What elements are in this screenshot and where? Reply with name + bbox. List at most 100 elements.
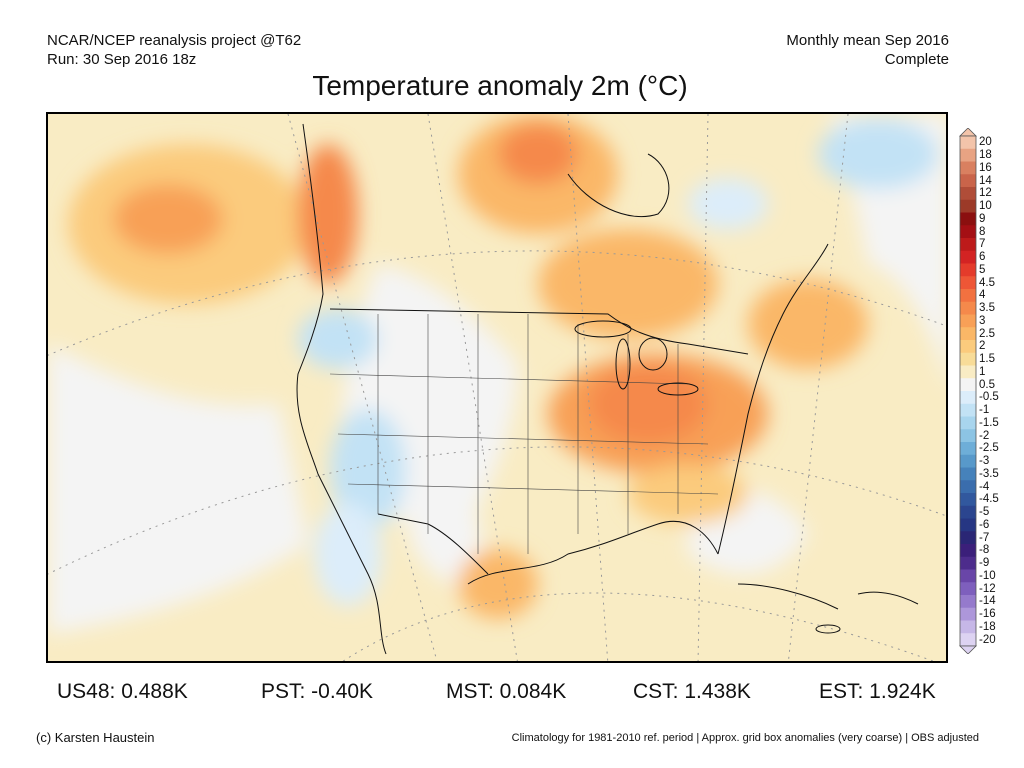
colorbar-label: -2 bbox=[979, 429, 990, 442]
anomaly-warm-canada-core bbox=[498, 124, 578, 184]
colorbar-swatch bbox=[960, 352, 976, 366]
colorbar-arrow-bottom bbox=[959, 645, 977, 654]
colorbar-label: -1.5 bbox=[979, 416, 999, 429]
great-lakes bbox=[574, 320, 699, 396]
colorbar-swatch bbox=[960, 480, 976, 494]
colorbar-swatch bbox=[960, 225, 976, 239]
colorbar: 20 18 16 14 12 10 9 8 7 6 5 4.5 4 3.5 3 2.5 2 1.5 1 0.5 -0.5… bbox=[957, 128, 1021, 654]
anomaly-cool-southwest bbox=[330, 409, 406, 529]
colorbar-label: -3 bbox=[979, 455, 990, 468]
graticule-line bbox=[697, 114, 709, 661]
colorbar-label: -12 bbox=[979, 582, 996, 595]
colorbar-swatch bbox=[960, 250, 976, 264]
colorbar-label: 2.5 bbox=[979, 327, 995, 340]
colorbar-label: 2 bbox=[979, 340, 986, 353]
lake-erie bbox=[657, 382, 699, 396]
colorbar-label: -1 bbox=[979, 404, 990, 417]
colorbar-label: 4.5 bbox=[979, 276, 995, 289]
hudson-bay bbox=[567, 153, 670, 218]
colorbar-swatch bbox=[960, 340, 976, 354]
colorbar-swatch bbox=[960, 238, 976, 252]
colorbar-label: -4 bbox=[979, 480, 990, 493]
anomaly-warm-mexico bbox=[458, 549, 538, 619]
colorbar-label: -7 bbox=[979, 531, 990, 544]
colorbar-swatch bbox=[960, 378, 976, 392]
regional-stats: US48: 0.488K PST: -0.40K MST: 0.084K CST… bbox=[0, 680, 1024, 704]
state-border bbox=[337, 433, 709, 445]
colorbar-swatch bbox=[960, 556, 976, 570]
colorbar-label: -14 bbox=[979, 595, 996, 608]
anomaly-cool-baja bbox=[314, 502, 382, 606]
lake-michigan bbox=[615, 338, 631, 390]
stat-est: EST: 1.924K bbox=[819, 680, 936, 703]
east-coast bbox=[717, 243, 829, 555]
anomaly-patch-baja-neutral bbox=[408, 474, 482, 586]
colorbar-arrow-top bbox=[959, 128, 977, 137]
anomaly-shading bbox=[48, 114, 946, 634]
colorbar-label: 4 bbox=[979, 289, 986, 302]
colorbar-swatch bbox=[960, 289, 976, 303]
colorbar-swatch bbox=[960, 161, 976, 175]
colorbar-label: 20 bbox=[979, 136, 992, 149]
colorbar-label: 7 bbox=[979, 238, 986, 251]
period-line: Monthly mean Sep 2016 bbox=[786, 32, 949, 49]
colorbar-label: -9 bbox=[979, 557, 990, 570]
colorbar-swatch bbox=[960, 314, 976, 328]
colorbar-swatch bbox=[960, 263, 976, 277]
anomaly-warm-east-atlantic bbox=[748, 279, 868, 369]
run-line: Run: 30 Sep 2016 18z bbox=[47, 51, 197, 68]
anomaly-warm-mid-atlantic bbox=[588, 364, 708, 444]
colorbar-swatch bbox=[960, 454, 976, 468]
colorbar-label: 3.5 bbox=[979, 302, 995, 315]
hispaniola bbox=[857, 591, 919, 605]
colorbar-swatch bbox=[960, 391, 976, 405]
status-line: Complete bbox=[884, 51, 949, 68]
state-border bbox=[347, 483, 719, 495]
colorbar-swatch bbox=[960, 199, 976, 213]
colorbar-swatch bbox=[960, 365, 976, 379]
colorbar-swatch bbox=[960, 187, 976, 201]
anomaly-warm-southeast bbox=[628, 464, 748, 524]
colorbar-swatch bbox=[960, 595, 976, 609]
colorbar-label: 10 bbox=[979, 200, 992, 213]
header-right: Monthly mean Sep 2016 Complete bbox=[786, 31, 949, 69]
stat-cst: CST: 1.438K bbox=[633, 680, 751, 703]
colorbar-swatch bbox=[960, 633, 976, 647]
gulf-coast bbox=[467, 520, 719, 585]
credit-text: (c) Karsten Haustein bbox=[36, 730, 155, 745]
anomaly-patch-pacific-neutral bbox=[48, 344, 308, 634]
colorbar-swatch bbox=[960, 148, 976, 162]
stat-us48: US48: 0.488K bbox=[57, 680, 188, 703]
islands bbox=[737, 583, 919, 634]
colorbar-swatch bbox=[960, 416, 976, 430]
colorbar-label: -10 bbox=[979, 569, 996, 582]
anomaly-warm-north-pacific-inner bbox=[113, 184, 223, 254]
graticule-line bbox=[567, 114, 609, 661]
colorbar-label: 1 bbox=[979, 365, 986, 378]
jamaica bbox=[815, 624, 841, 634]
colorbar-label: -18 bbox=[979, 620, 996, 633]
colorbar-label: 16 bbox=[979, 161, 992, 174]
us-canada-border bbox=[329, 308, 749, 355]
colorbar-swatch bbox=[960, 531, 976, 545]
colorbar-label: -6 bbox=[979, 518, 990, 531]
colorbar-label: 18 bbox=[979, 149, 992, 162]
colorbar-label: -3.5 bbox=[979, 467, 999, 480]
colorbar-swatch bbox=[960, 505, 976, 519]
colorbar-label: 1.5 bbox=[979, 353, 995, 366]
colorbar-label: -8 bbox=[979, 544, 990, 557]
colorbar-swatch bbox=[960, 607, 976, 621]
colorbar-swatch bbox=[960, 442, 976, 456]
colorbar-swatch bbox=[960, 403, 976, 417]
colorbar-swatches bbox=[959, 128, 977, 654]
anomaly-warm-bc-coast bbox=[298, 144, 358, 284]
footer-note: Climatology for 1981-2010 ref. period | … bbox=[511, 732, 979, 744]
state-borders bbox=[329, 314, 719, 554]
colorbar-swatch bbox=[960, 136, 976, 150]
colorbar-label: 0.5 bbox=[979, 378, 995, 391]
west-coast bbox=[296, 123, 387, 655]
anomaly-cool-pacific-nw bbox=[298, 309, 378, 369]
graticule-line bbox=[787, 114, 849, 661]
lake-superior bbox=[574, 320, 632, 338]
anomaly-cool-hudson-strait bbox=[688, 178, 768, 230]
